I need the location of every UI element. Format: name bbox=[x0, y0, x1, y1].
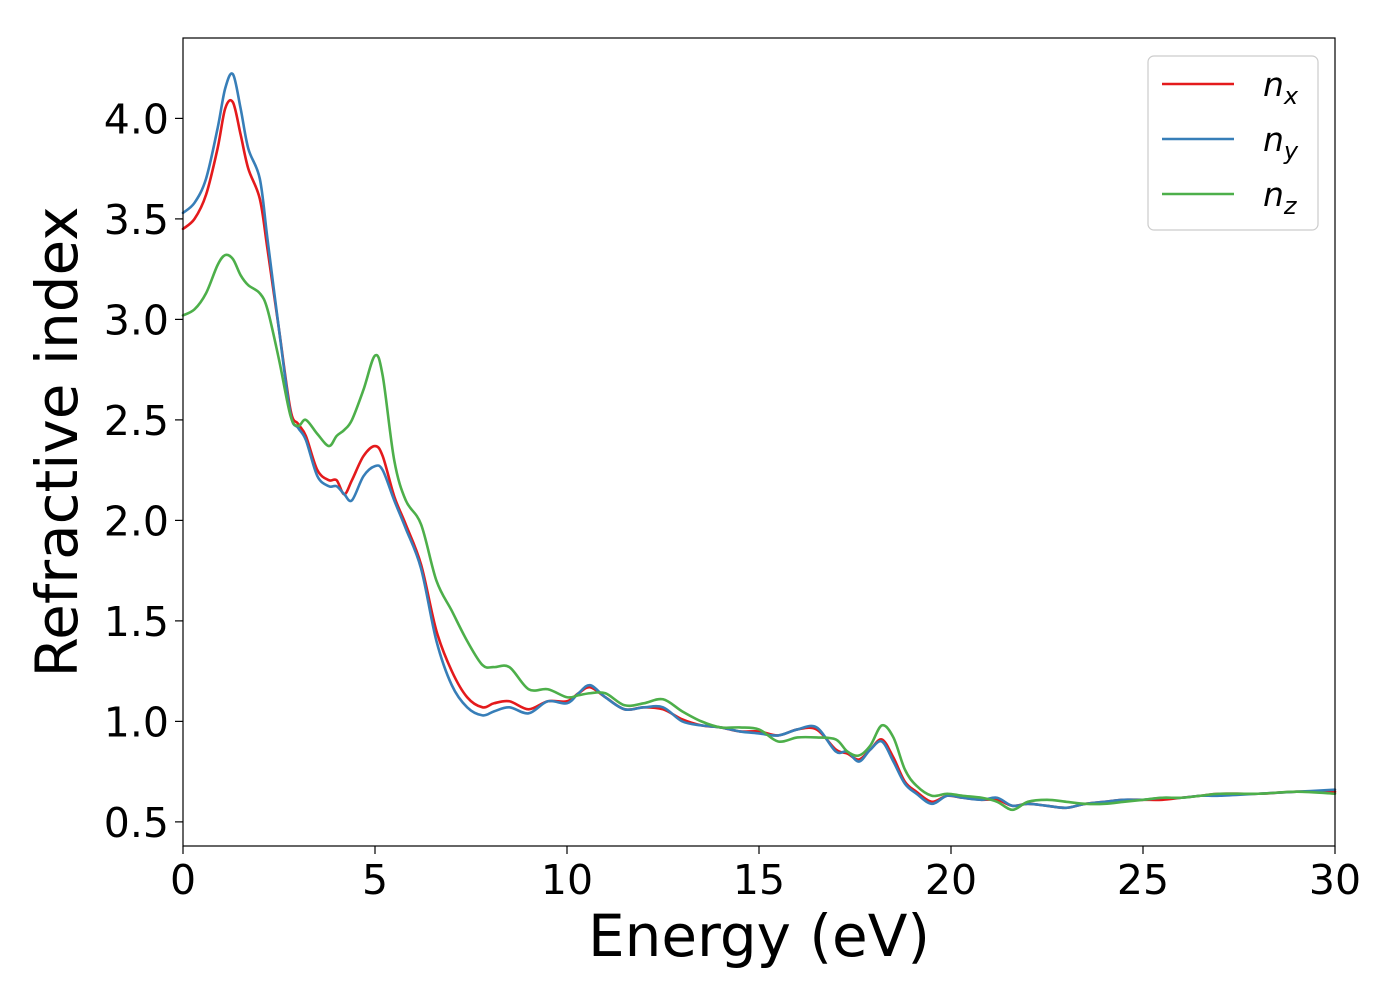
y-tick-label: 2.5 bbox=[104, 397, 169, 445]
x-tick-label: 0 bbox=[170, 856, 196, 904]
y-axis-ticks: 0.5 1.0 1.5 2.0 2.5 3.0 3.5 4.0 bbox=[104, 95, 183, 847]
y-tick-label: 2.0 bbox=[104, 497, 169, 545]
y-tick-label: 3.0 bbox=[104, 296, 169, 344]
x-tick-label: 10 bbox=[541, 856, 593, 904]
legend-label-ny: ny bbox=[1263, 120, 1299, 165]
x-tick-label: 30 bbox=[1309, 856, 1361, 904]
legend-label-subscript: y bbox=[1283, 137, 1299, 165]
legend-label-base: n bbox=[1263, 175, 1284, 214]
legend-box bbox=[1147, 55, 1319, 231]
x-tick-label: 5 bbox=[362, 856, 388, 904]
legend-label-subscript: z bbox=[1283, 192, 1298, 220]
y-tick-label: 0.5 bbox=[104, 799, 169, 847]
x-axis-ticks: 0 5 10 15 20 25 30 bbox=[170, 846, 1361, 904]
y-tick-label: 3.5 bbox=[104, 196, 169, 244]
series-line-nz bbox=[181, 253, 1337, 812]
legend-label-base: n bbox=[1263, 120, 1284, 159]
y-tick-label: 1.0 bbox=[104, 698, 169, 746]
y-axis-label: Refractive index bbox=[23, 206, 91, 677]
legend-label-nx: nx bbox=[1263, 65, 1299, 110]
x-axis-label: Energy (eV) bbox=[588, 902, 930, 970]
legend-label-subscript: x bbox=[1283, 82, 1299, 110]
legend-label-nz: nz bbox=[1263, 175, 1298, 220]
y-tick-label: 4.0 bbox=[104, 95, 169, 143]
x-tick-label: 25 bbox=[1117, 856, 1169, 904]
series-line-ny bbox=[181, 72, 1337, 810]
x-tick-label: 20 bbox=[925, 856, 977, 904]
legend-label-base: n bbox=[1263, 65, 1284, 104]
y-tick-label: 1.5 bbox=[104, 598, 169, 646]
x-tick-label: 15 bbox=[733, 856, 785, 904]
lines-layer bbox=[181, 72, 1337, 812]
